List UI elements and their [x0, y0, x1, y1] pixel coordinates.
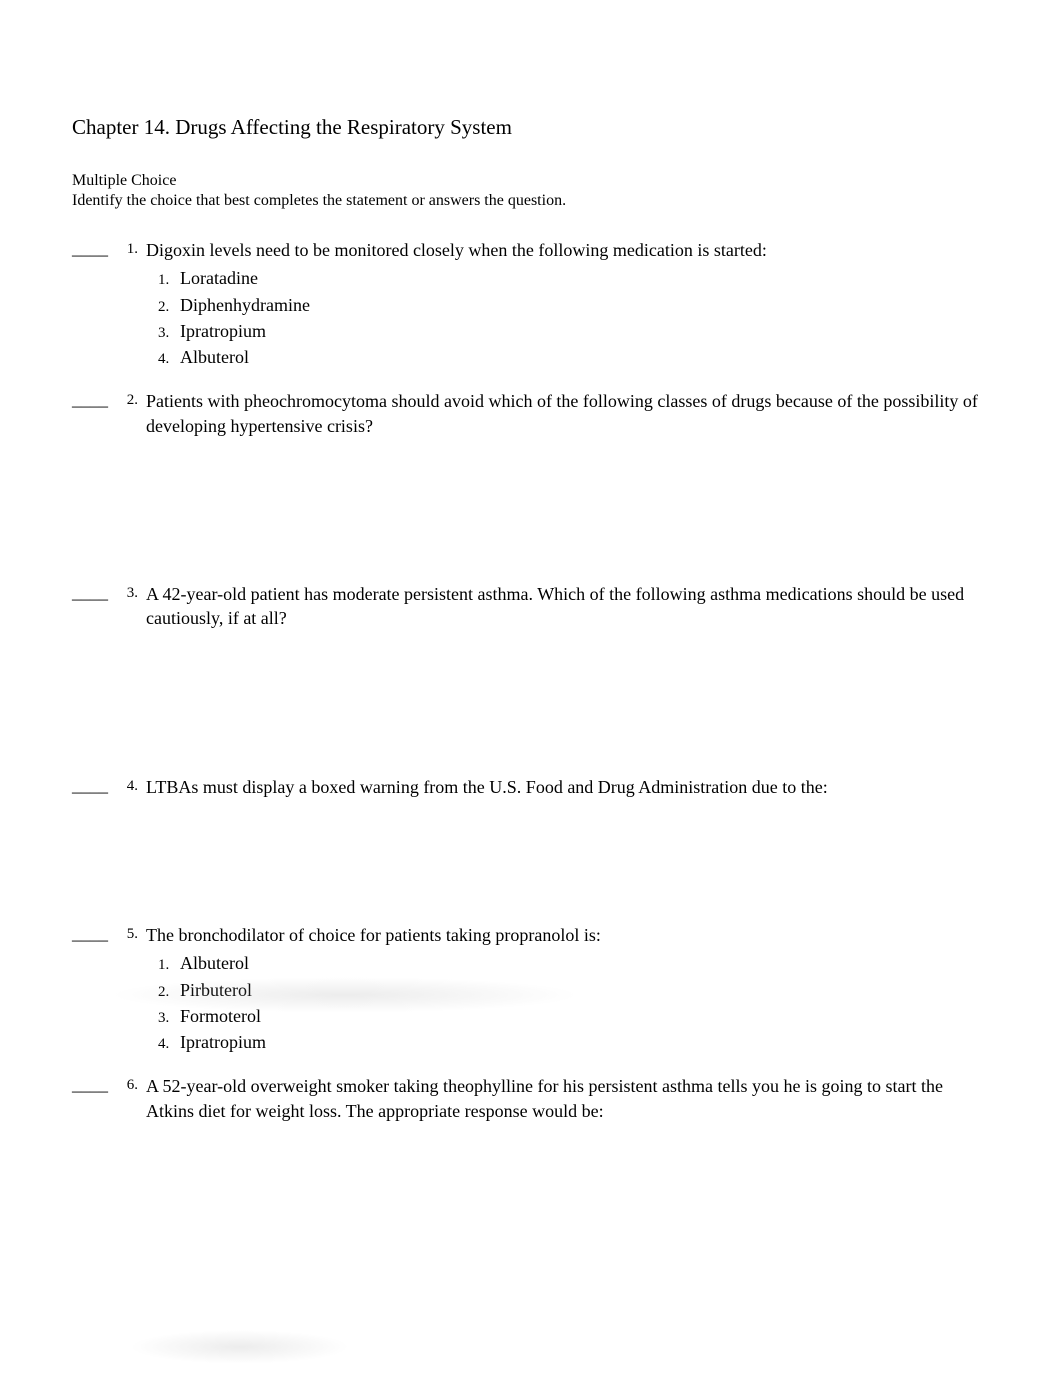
- answer-blank[interactable]: ____: [72, 775, 108, 796]
- question-number: 6.: [108, 1074, 146, 1094]
- spacing-gap: [72, 1066, 990, 1074]
- question-block: ____5.The bronchodilator of choice for p…: [72, 923, 990, 1056]
- option-item: 2.Pirbuterol: [158, 978, 990, 1002]
- question-body: The bronchodilator of choice for patient…: [146, 923, 990, 1056]
- section-label: Multiple Choice: [72, 172, 990, 190]
- option-text: Ipratropium: [180, 319, 266, 343]
- question-stem: A 52-year-old overweight smoker taking t…: [146, 1074, 990, 1123]
- option-item: 4.Albuterol: [158, 345, 990, 369]
- option-text: Diphenhydramine: [180, 293, 310, 317]
- option-number: 4.: [158, 1034, 180, 1054]
- option-text: Loratadine: [180, 266, 258, 290]
- option-text: Albuterol: [180, 345, 249, 369]
- question-body: Patients with pheochromocytoma should av…: [146, 389, 990, 442]
- spacing-gap: [72, 381, 990, 389]
- question-body: Digoxin levels need to be monitored clos…: [146, 238, 990, 371]
- question-body: A 42-year-old patient has moderate persi…: [146, 582, 990, 635]
- option-item: 2.Diphenhydramine: [158, 293, 990, 317]
- option-number: 1.: [158, 270, 180, 290]
- option-item: 4.Ipratropium: [158, 1030, 990, 1054]
- question-number: 5.: [108, 923, 146, 943]
- question-stem: The bronchodilator of choice for patient…: [146, 923, 990, 947]
- option-number: 4.: [158, 349, 180, 369]
- option-text: Ipratropium: [180, 1030, 266, 1054]
- question-block: ____3.A 42-year-old patient has moderate…: [72, 582, 990, 635]
- question-stem: A 42-year-old patient has moderate persi…: [146, 582, 990, 631]
- answer-blank[interactable]: ____: [72, 238, 108, 259]
- question-block: ____6.A 52-year-old overweight smoker ta…: [72, 1074, 990, 1127]
- question-stem: LTBAs must display a boxed warning from …: [146, 775, 990, 799]
- question-block: ____4.LTBAs must display a boxed warning…: [72, 775, 990, 803]
- question-number: 4.: [108, 775, 146, 795]
- option-number: 2.: [158, 982, 180, 1002]
- question-body: LTBAs must display a boxed warning from …: [146, 775, 990, 803]
- options-list: 1.Albuterol2.Pirbuterol3.Formoterol4.Ipr…: [146, 951, 990, 1054]
- question-body: A 52-year-old overweight smoker taking t…: [146, 1074, 990, 1127]
- spacing-gap: [72, 813, 990, 923]
- option-item: 3.Ipratropium: [158, 319, 990, 343]
- question-block: ____1.Digoxin levels need to be monitore…: [72, 238, 990, 371]
- option-number: 1.: [158, 955, 180, 975]
- option-item: 1.Loratadine: [158, 266, 990, 290]
- option-text: Pirbuterol: [180, 978, 252, 1002]
- blur-overlay: [130, 1330, 350, 1364]
- questions-container: ____1.Digoxin levels need to be monitore…: [72, 238, 990, 1127]
- options-list: 1.Loratadine2.Diphenhydramine3.Ipratropi…: [146, 266, 990, 369]
- question-number: 1.: [108, 238, 146, 258]
- question-number: 2.: [108, 389, 146, 409]
- option-item: 1.Albuterol: [158, 951, 990, 975]
- spacing-gap: [72, 452, 990, 582]
- answer-blank[interactable]: ____: [72, 582, 108, 603]
- question-stem: Patients with pheochromocytoma should av…: [146, 389, 990, 438]
- question-number: 3.: [108, 582, 146, 602]
- option-number: 3.: [158, 1008, 180, 1028]
- chapter-title: Chapter 14. Drugs Affecting the Respirat…: [72, 115, 990, 140]
- answer-blank[interactable]: ____: [72, 1074, 108, 1095]
- answer-blank[interactable]: ____: [72, 923, 108, 944]
- option-item: 3.Formoterol: [158, 1004, 990, 1028]
- question-block: ____2.Patients with pheochromocytoma sho…: [72, 389, 990, 442]
- spacing-gap: [72, 645, 990, 775]
- option-text: Albuterol: [180, 951, 249, 975]
- answer-blank[interactable]: ____: [72, 389, 108, 410]
- section-instruction: Identify the choice that best completes …: [72, 192, 990, 210]
- question-stem: Digoxin levels need to be monitored clos…: [146, 238, 990, 262]
- option-text: Formoterol: [180, 1004, 261, 1028]
- option-number: 3.: [158, 323, 180, 343]
- option-number: 2.: [158, 297, 180, 317]
